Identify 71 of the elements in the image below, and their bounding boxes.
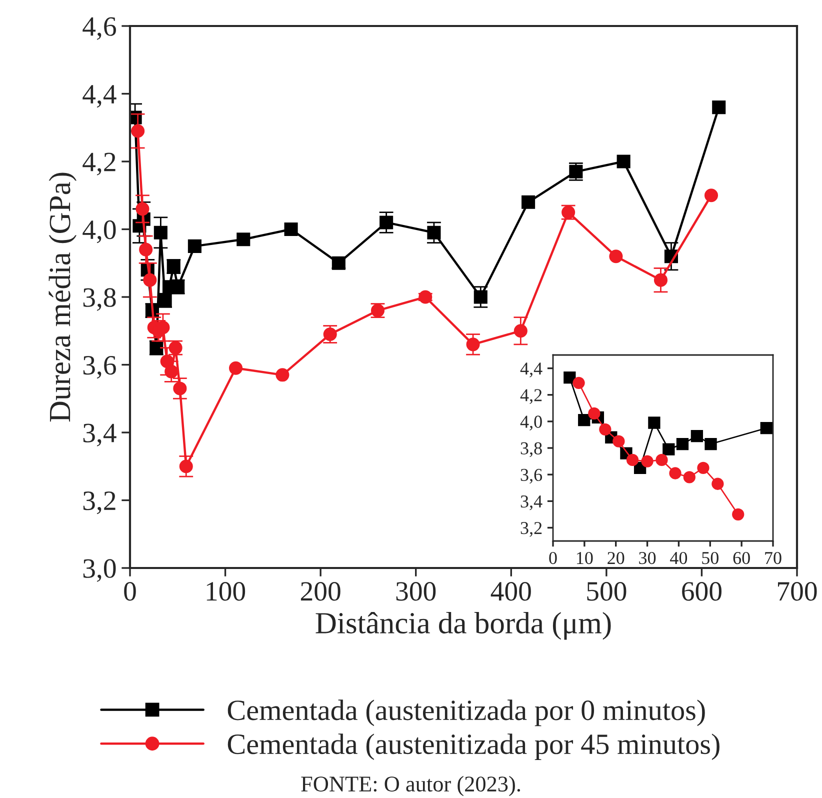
x-tick-label: 60	[733, 552, 750, 564]
point	[522, 195, 536, 209]
point	[228, 361, 243, 375]
point	[136, 202, 150, 216]
legend-label: Cementada (austenitizada por 45 minutos)	[228, 734, 720, 760]
point	[704, 188, 718, 202]
point	[578, 414, 590, 426]
y-tick-label: 4,4	[82, 85, 116, 108]
point	[599, 423, 612, 436]
x-tick-label: 70	[765, 552, 782, 564]
point	[626, 454, 639, 466]
point	[669, 467, 682, 480]
source-note: FONTE: O autor (2023).	[301, 776, 520, 796]
x-tick-label: 30	[639, 552, 656, 564]
point	[609, 250, 623, 264]
x-tick-label: 300	[396, 582, 436, 601]
y-tick-label: 3,8	[83, 288, 116, 311]
point	[564, 372, 576, 384]
x-axis-title: Distância da borda (μm)	[316, 612, 611, 640]
x-tick-label: 600	[682, 582, 722, 601]
point	[656, 454, 668, 466]
point	[612, 435, 625, 448]
x-tick-label: 100	[206, 582, 246, 601]
x-tick-label: 50	[702, 552, 718, 564]
point	[284, 222, 298, 236]
x-tick-label: 20	[608, 552, 624, 564]
y-axis-title: Dureza média (GPa)	[48, 172, 77, 422]
y-tick-label: 3,8	[520, 442, 542, 458]
point	[683, 471, 696, 484]
point	[648, 416, 660, 429]
x-tick-label: 0	[124, 582, 136, 601]
y-tick-label: 3,2	[83, 491, 116, 514]
point	[704, 438, 717, 450]
y-tick-label: 4,0	[82, 220, 116, 244]
x-tick-label: 200	[300, 582, 340, 601]
y-tick-label: 4,2	[82, 152, 116, 176]
point	[466, 338, 480, 352]
point	[427, 226, 441, 240]
y-tick-label: 3,6	[520, 468, 542, 484]
point	[697, 462, 710, 474]
x-tick-label: 10	[576, 552, 593, 564]
point	[662, 443, 675, 456]
point	[616, 154, 630, 168]
point	[588, 407, 600, 420]
y-tick-label: 3,6	[83, 356, 116, 379]
y-tick-label: 3,0	[83, 559, 116, 582]
point	[760, 422, 772, 434]
point	[690, 430, 704, 442]
x-tick-label: 500	[587, 582, 626, 601]
point	[712, 478, 724, 490]
point	[641, 455, 654, 468]
y-tick-label: 4,2	[520, 389, 542, 404]
y-tick-label: 3,2	[520, 522, 542, 537]
point	[572, 376, 585, 389]
point	[188, 239, 202, 253]
x-tick-label: 40	[670, 552, 688, 564]
y-tick-label: 4,6	[82, 17, 116, 40]
point	[676, 438, 689, 450]
x-tick-label: 0	[549, 552, 557, 564]
legend-label: Cementada (austenitizada por 0 minutos)	[228, 700, 705, 726]
point	[276, 368, 290, 382]
x-tick-label: 700	[778, 582, 817, 601]
x-tick-label: 400	[490, 582, 531, 601]
point	[474, 290, 488, 304]
point	[236, 232, 250, 246]
y-tick-label: 4,0	[520, 416, 542, 430]
y-tick-label: 3,4	[83, 424, 116, 446]
y-tick-label: 4,4	[520, 362, 542, 378]
point	[732, 508, 744, 521]
y-tick-label: 3,4	[520, 495, 542, 510]
point	[712, 100, 726, 114]
